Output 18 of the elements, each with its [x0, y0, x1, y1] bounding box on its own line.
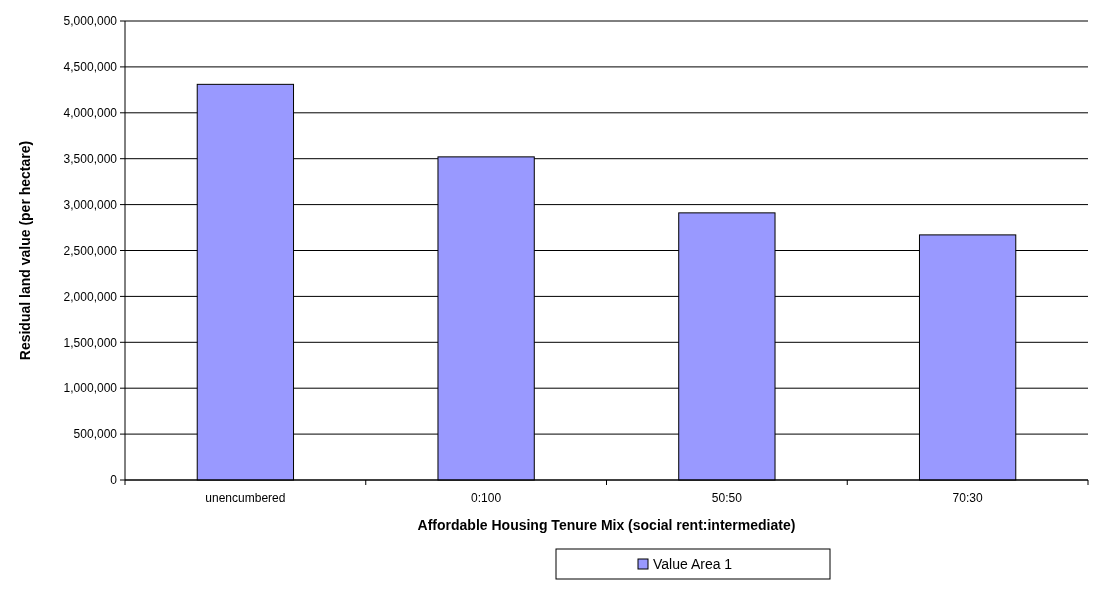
y-tick-label: 1,500,000 — [63, 335, 118, 350]
y-tick-label: 3,000,000 — [63, 197, 118, 212]
y-tick-label: 0 — [110, 473, 118, 488]
y-tick-label: 500,000 — [73, 427, 118, 442]
y-tick-label: 2,500,000 — [63, 243, 118, 258]
x-tick-label: 0:100 — [471, 491, 502, 505]
x-tick-label: unencumbered — [205, 491, 286, 505]
x-tick-label: 50:50 — [711, 491, 743, 505]
y-tick-label: 1,000,000 — [63, 381, 118, 396]
y-tick-label: 4,000,000 — [63, 106, 118, 120]
x-tick-label: 70:30 — [952, 491, 983, 505]
y-tick-label: 5,000,000 — [63, 14, 118, 29]
y-axis-title: Residual land value (per hectare) — [17, 140, 33, 361]
y-tick-label: 3,500,000 — [63, 151, 118, 166]
legend-label: Value Area 1 — [653, 555, 733, 572]
x-axis-title: Affordable Housing Tenure Mix (social rent:intermediate) — [417, 517, 796, 533]
y-tick-label: 4,500,000 — [63, 60, 118, 75]
y-tick-label: 2,000,000 — [63, 289, 118, 304]
